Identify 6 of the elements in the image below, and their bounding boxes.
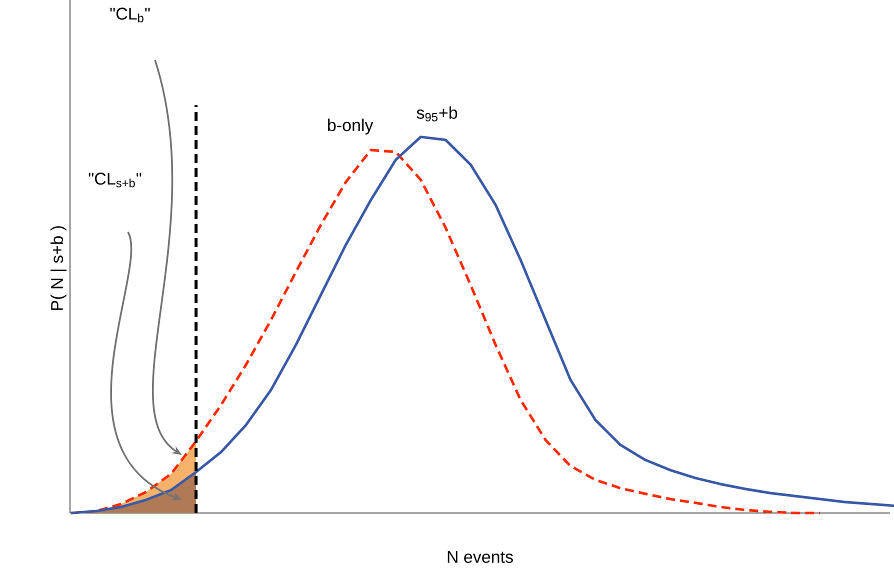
text: "CL$_{b}$" (110, 8, 150, 22)
y-axis-title: P( N | s+b ) (50, 226, 66, 310)
annotation: "CL$_{s+b}$" (88, 172, 142, 188)
x-axis-title: N events (448, 551, 513, 563)
series-label: b-only (328, 118, 374, 135)
series-label: s$_{95}$+b (416, 106, 458, 122)
